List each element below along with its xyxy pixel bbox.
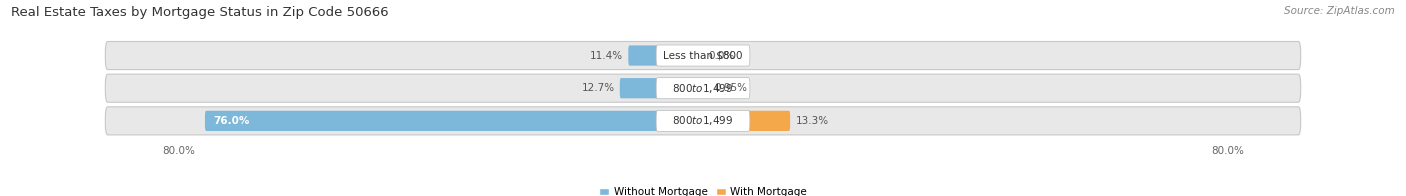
FancyBboxPatch shape bbox=[657, 45, 749, 66]
FancyBboxPatch shape bbox=[628, 45, 703, 66]
FancyBboxPatch shape bbox=[703, 78, 709, 98]
FancyBboxPatch shape bbox=[657, 78, 749, 99]
FancyBboxPatch shape bbox=[105, 74, 1301, 102]
FancyBboxPatch shape bbox=[105, 42, 1301, 70]
FancyBboxPatch shape bbox=[105, 107, 1301, 135]
Legend: Without Mortgage, With Mortgage: Without Mortgage, With Mortgage bbox=[599, 187, 807, 196]
Text: Less than $800: Less than $800 bbox=[664, 51, 742, 61]
FancyBboxPatch shape bbox=[657, 110, 749, 131]
Text: Source: ZipAtlas.com: Source: ZipAtlas.com bbox=[1284, 6, 1395, 16]
Text: 12.7%: 12.7% bbox=[582, 83, 614, 93]
FancyBboxPatch shape bbox=[205, 111, 703, 131]
Text: 76.0%: 76.0% bbox=[212, 116, 249, 126]
Text: 11.4%: 11.4% bbox=[591, 51, 623, 61]
Text: 0.95%: 0.95% bbox=[714, 83, 748, 93]
Text: 13.3%: 13.3% bbox=[796, 116, 828, 126]
FancyBboxPatch shape bbox=[703, 111, 790, 131]
Text: $800 to $1,499: $800 to $1,499 bbox=[672, 114, 734, 127]
Text: Real Estate Taxes by Mortgage Status in Zip Code 50666: Real Estate Taxes by Mortgage Status in … bbox=[11, 6, 389, 19]
FancyBboxPatch shape bbox=[620, 78, 703, 98]
Text: 0.0%: 0.0% bbox=[709, 51, 734, 61]
Text: $800 to $1,499: $800 to $1,499 bbox=[672, 82, 734, 95]
